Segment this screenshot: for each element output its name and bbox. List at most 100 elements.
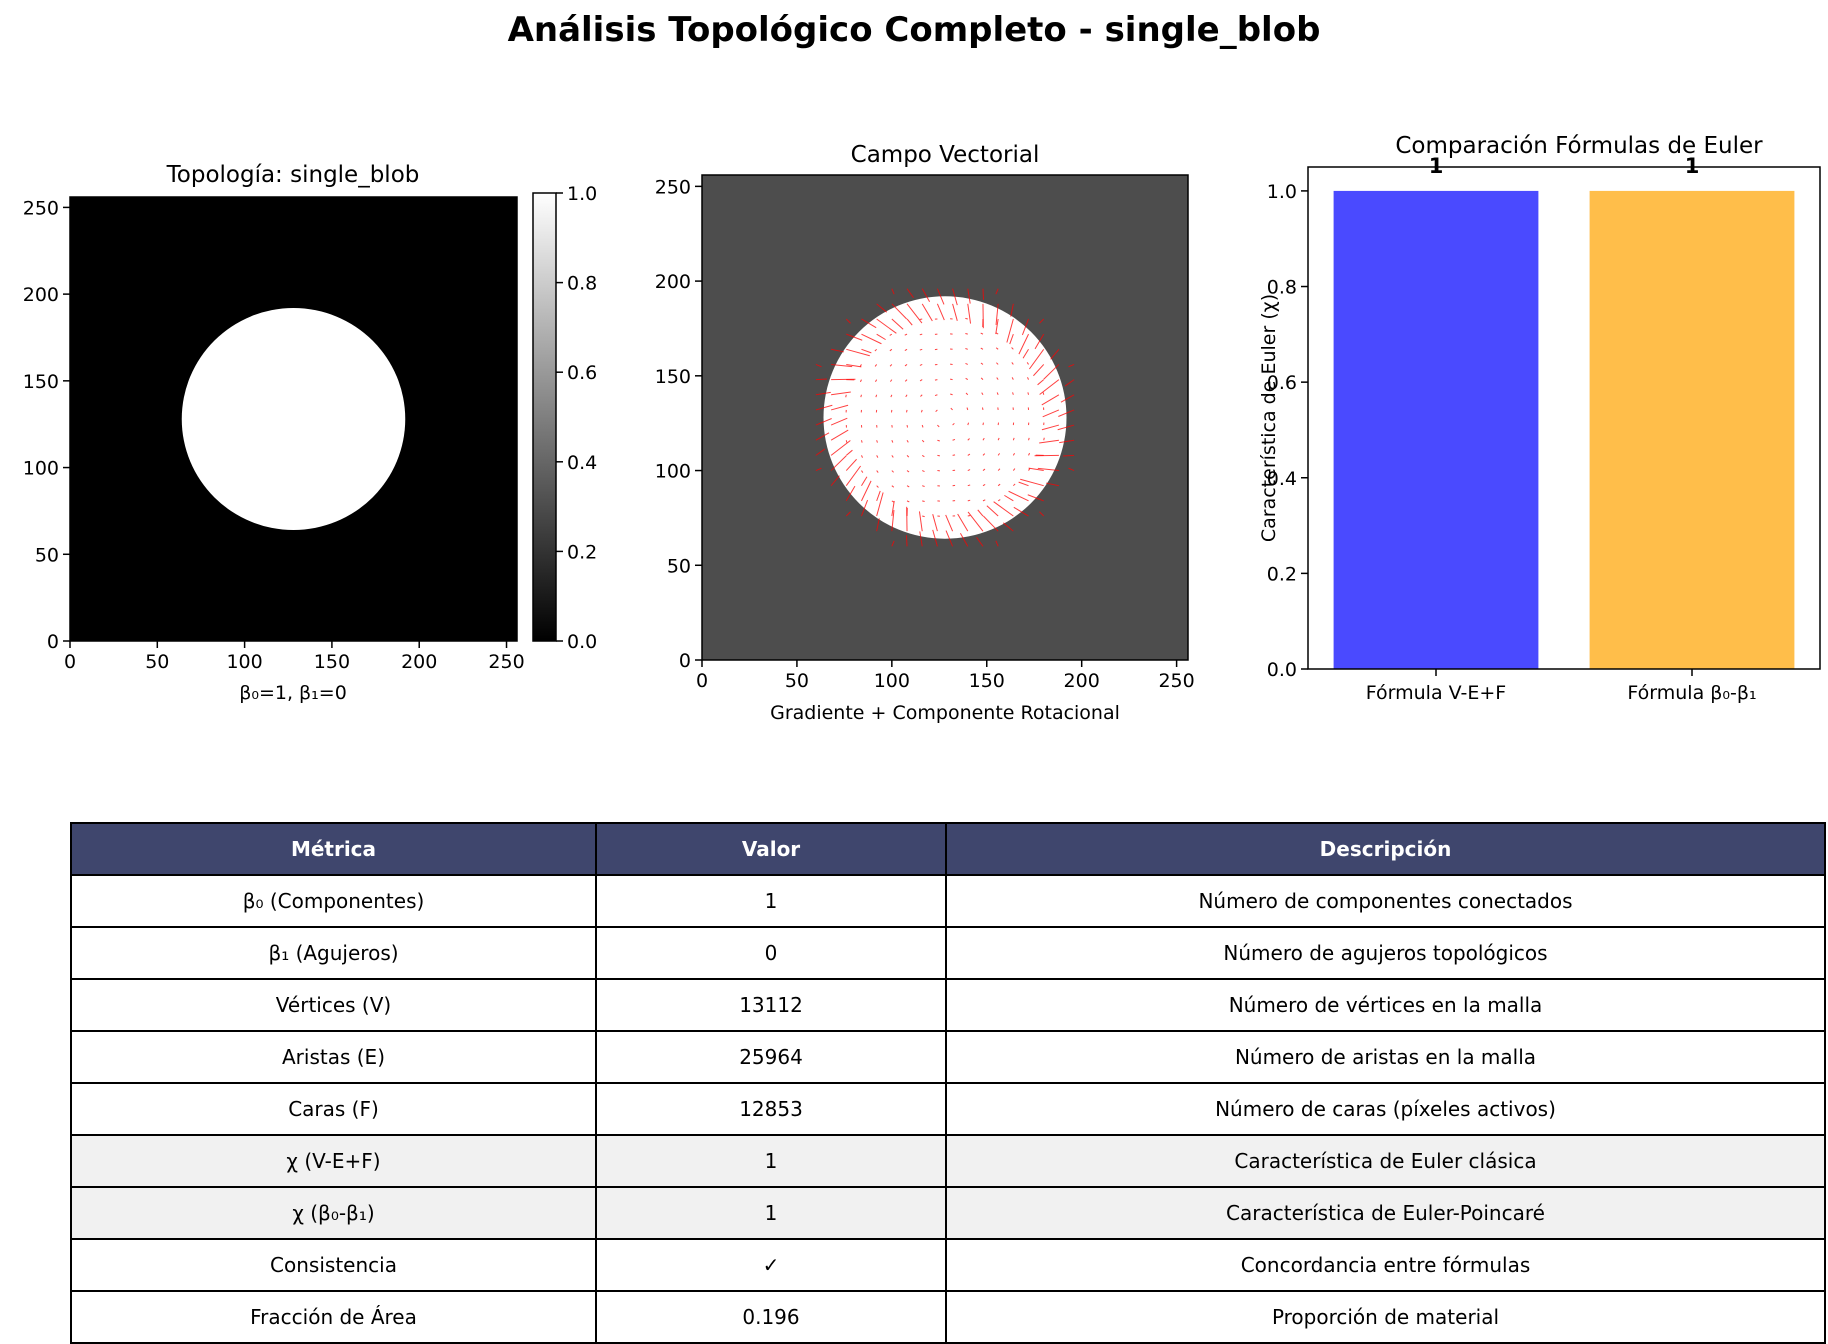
- panel2-ytick-label: 50: [667, 555, 691, 577]
- panel1-ytick-label: 200: [23, 284, 59, 306]
- panel2-xtick-label: 150: [969, 670, 1005, 692]
- table-row: Aristas (E) 25964 Número de aristas en l…: [71, 1031, 1825, 1083]
- panel2-title: Campo Vectorial: [851, 142, 1040, 168]
- table-row: Consistencia ✓ Concordancia entre fórmul…: [71, 1239, 1825, 1291]
- table-row: Caras (F) 12853 Número de caras (píxeles…: [71, 1083, 1825, 1135]
- panel2-ytick-label: 0: [679, 650, 691, 672]
- panel1-blob: [182, 308, 406, 530]
- colorbar-tick-label: 0.8: [567, 273, 597, 295]
- vector-arrow: [922, 501, 924, 502]
- table-row: Vértices (V) 13112 Número de vértices en…: [71, 979, 1825, 1031]
- metric-cell: Fracción de Área: [71, 1291, 596, 1343]
- vector-arrow: [1043, 392, 1044, 394]
- panel2-xtick-label: 100: [874, 670, 910, 692]
- panel1-xtick-label: 50: [145, 651, 169, 673]
- description-cell: Número de aristas en la malla: [946, 1031, 1825, 1083]
- vector-arrow: [920, 319, 922, 320]
- panel1-xtick-label: 100: [226, 651, 262, 673]
- panel2-xtick-label: 250: [1158, 670, 1194, 692]
- value-cell: ✓: [596, 1239, 946, 1291]
- metric-cell: β₁ (Agujeros): [71, 927, 596, 979]
- panel3-xtick-label: Fórmula V-E+F: [1366, 682, 1506, 704]
- header-value: Valor: [596, 823, 946, 875]
- panel2-xtick-label: 0: [696, 670, 708, 692]
- header-description: Descripción: [946, 823, 1825, 875]
- colorbar-tick-label: 1.0: [567, 183, 597, 205]
- colorbar-tick-label: 0.4: [567, 452, 597, 474]
- metric-cell: χ (β₀-β₁): [71, 1187, 596, 1239]
- panel2-ytick-label: 200: [655, 271, 691, 293]
- vector-arrow: [906, 535, 907, 546]
- vector-arrow: [965, 333, 967, 334]
- metric-cell: χ (V-E+F): [71, 1135, 596, 1187]
- colorbar-tick-label: 0.6: [567, 362, 597, 384]
- vector-arrow: [846, 440, 847, 442]
- value-cell: 1: [596, 1187, 946, 1239]
- value-cell: 1: [596, 1135, 946, 1187]
- panel1-xtick-label: 0: [64, 651, 76, 673]
- panel3-ytick-label: 0.0: [1267, 659, 1297, 681]
- vector-arrow: [1029, 438, 1030, 440]
- bar-value-label: 1: [1685, 154, 1700, 178]
- panel3-xtick-label: Fórmula β₀-β₁: [1627, 682, 1756, 704]
- panel1-xlabel: β₀=1, β₁=0: [239, 682, 347, 704]
- value-cell: 25964: [596, 1031, 946, 1083]
- vector-arrow: [846, 395, 847, 397]
- panel1-ytick-label: 250: [23, 197, 59, 219]
- vector-arrow: [983, 289, 984, 300]
- bar-value-label: 1: [1429, 154, 1444, 178]
- table-row: χ (V-E+F) 1 Característica de Euler clás…: [71, 1135, 1825, 1187]
- description-cell: Número de vértices en la malla: [946, 979, 1825, 1031]
- panel3-ytick-label: 0.2: [1267, 563, 1297, 585]
- table-row: Fracción de Área 0.196 Proporción de mat…: [71, 1291, 1825, 1343]
- panel2-xlabel: Gradiente + Componente Rotacional: [770, 702, 1120, 724]
- vector-arrow: [1063, 455, 1074, 456]
- description-cell: Proporción de material: [946, 1291, 1825, 1343]
- panel1-ytick-label: 50: [35, 544, 59, 566]
- vector-arrow: [968, 515, 970, 516]
- bar-1: [1334, 191, 1539, 669]
- table-row: β₁ (Agujeros) 0 Número de agujeros topol…: [71, 927, 1825, 979]
- panel2-ytick-label: 250: [655, 176, 691, 198]
- panel2-blob: [824, 296, 1067, 539]
- metrics-table: Métrica Valor Descripción β₀ (Componente…: [70, 822, 1826, 1344]
- panel3-ytick-label: 1.0: [1267, 181, 1297, 203]
- table-row: β₀ (Componentes) 1 Número de componentes…: [71, 875, 1825, 927]
- value-cell: 0: [596, 927, 946, 979]
- colorbar-tick-label: 0.0: [567, 631, 597, 653]
- panel1-xtick-label: 200: [401, 651, 437, 673]
- description-cell: Número de agujeros topológicos: [946, 927, 1825, 979]
- metric-cell: Vértices (V): [71, 979, 596, 1031]
- panel1-title: Topología: single_blob: [166, 162, 420, 188]
- colorbar: [533, 193, 556, 641]
- vector-arrow: [1044, 438, 1045, 440]
- vector-arrow: [816, 379, 827, 380]
- description-cell: Característica de Euler clásica: [946, 1135, 1825, 1187]
- description-cell: Número de componentes conectados: [946, 875, 1825, 927]
- metric-cell: Aristas (E): [71, 1031, 596, 1083]
- panel3-ylabel: Característica de Euler (χ): [1258, 294, 1280, 542]
- metric-cell: β₀ (Componentes): [71, 875, 596, 927]
- description-cell: Número de caras (píxeles activos): [946, 1083, 1825, 1135]
- value-cell: 13112: [596, 979, 946, 1031]
- vector-arrow: [861, 395, 862, 397]
- vector-arrow: [920, 334, 922, 335]
- vector-arrow: [861, 440, 862, 442]
- vector-arrow: [965, 318, 967, 319]
- panel1-xtick-label: 150: [314, 651, 350, 673]
- header-metric: Métrica: [71, 823, 596, 875]
- metric-cell: Caras (F): [71, 1083, 596, 1135]
- vector-arrow: [968, 500, 970, 501]
- bar-2: [1590, 191, 1795, 669]
- panel2-xtick-label: 200: [1064, 670, 1100, 692]
- table-row: χ (β₀-β₁) 1 Característica de Euler-Poin…: [71, 1187, 1825, 1239]
- topology-panel: Topología: single_blob 0 50 100 150 200 250 0…: [23, 162, 597, 704]
- panel3-title: Comparación Fórmulas de Euler: [1395, 133, 1763, 159]
- panel2-ytick-label: 150: [655, 366, 691, 388]
- colorbar-tick-label: 0.2: [567, 541, 597, 563]
- panel2-xtick-label: 50: [785, 670, 809, 692]
- vector-arrow: [1028, 392, 1029, 394]
